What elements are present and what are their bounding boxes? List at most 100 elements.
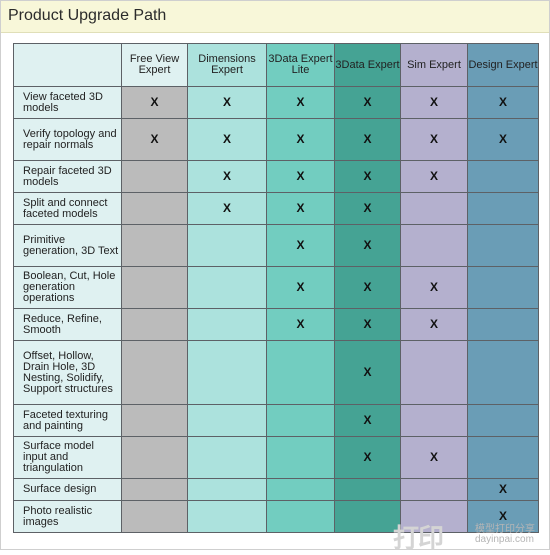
support-mark: X — [121, 86, 188, 119]
support-mark — [187, 340, 267, 405]
support-mark — [266, 340, 335, 405]
upgrade-path-table: Free View Expert Dimensions Expert 3Data… — [13, 43, 539, 533]
support-mark: X — [400, 118, 468, 161]
support-mark — [121, 308, 188, 341]
support-mark: X — [334, 340, 401, 405]
support-mark — [121, 404, 188, 437]
support-mark: X — [266, 86, 335, 119]
table-row: View faceted 3D models X X X X X X — [13, 86, 539, 119]
table-row: Split and connect faceted models X X X — [13, 192, 539, 225]
support-mark — [121, 340, 188, 405]
support-mark — [400, 478, 468, 501]
support-mark — [121, 192, 188, 225]
header-row: Free View Expert Dimensions Expert 3Data… — [13, 43, 539, 87]
support-mark: X — [187, 118, 267, 161]
support-mark — [467, 160, 539, 193]
column-header: Free View Expert — [121, 43, 188, 87]
support-mark — [187, 266, 267, 309]
support-mark — [266, 500, 335, 533]
feature-label: Surface model input and triangulation — [13, 436, 122, 479]
feature-label: Offset, Hollow, Drain Hole, 3D Nesting, … — [13, 340, 122, 405]
support-mark — [467, 436, 539, 479]
support-mark — [467, 224, 539, 267]
support-mark — [266, 404, 335, 437]
support-mark: X — [266, 192, 335, 225]
watermark-line2: dayinpai.com — [475, 534, 534, 545]
column-header: Dimensions Expert — [187, 43, 267, 87]
feature-label: Split and connect faceted models — [13, 192, 122, 225]
support-mark: X — [334, 436, 401, 479]
page-title: Product Upgrade Path — [8, 7, 167, 24]
support-mark: X — [400, 308, 468, 341]
feature-label: View faceted 3D models — [13, 86, 122, 119]
support-mark — [467, 192, 539, 225]
support-mark: X — [266, 308, 335, 341]
feature-label: Faceted texturing and painting — [13, 404, 122, 437]
support-mark: X — [266, 224, 335, 267]
support-mark: X — [334, 266, 401, 309]
feature-label: Photo realistic images — [13, 500, 122, 533]
support-mark: X — [187, 192, 267, 225]
support-mark — [400, 340, 468, 405]
feature-label: Verify topology and repair normals — [13, 118, 122, 161]
corner-cell — [13, 43, 122, 87]
support-mark: X — [334, 160, 401, 193]
support-mark — [266, 478, 335, 501]
column-header: Sim Expert — [400, 43, 468, 87]
table-row: Reduce, Refine, Smooth X X X — [13, 308, 539, 341]
feature-label: Repair faceted 3D models — [13, 160, 122, 193]
support-mark: X — [400, 436, 468, 479]
table-row: Photo realistic images X — [13, 500, 539, 533]
support-mark — [467, 308, 539, 341]
support-mark — [121, 266, 188, 309]
support-mark — [467, 340, 539, 405]
support-mark: X — [400, 160, 468, 193]
support-mark — [121, 160, 188, 193]
support-mark: X — [266, 118, 335, 161]
support-mark: X — [467, 500, 539, 533]
support-mark — [187, 224, 267, 267]
table-row: Boolean, Cut, Hole generation operations… — [13, 266, 539, 309]
support-mark: X — [334, 192, 401, 225]
support-mark: X — [187, 86, 267, 119]
support-mark — [400, 404, 468, 437]
table-row: Repair faceted 3D models X X X X — [13, 160, 539, 193]
support-mark — [187, 500, 267, 533]
support-mark: X — [467, 118, 539, 161]
support-mark — [121, 478, 188, 501]
support-mark — [187, 436, 267, 479]
support-mark: X — [400, 266, 468, 309]
support-mark — [334, 500, 401, 533]
support-mark — [187, 478, 267, 501]
header-bar: Product Upgrade Path — [1, 1, 549, 33]
watermark-big-text: 打印 — [393, 523, 444, 553]
support-mark: X — [334, 118, 401, 161]
support-mark — [400, 224, 468, 267]
watermark-line1: 模型打印分享 — [475, 524, 535, 535]
column-header: Design Expert — [467, 43, 539, 87]
feature-label: Reduce, Refine, Smooth — [13, 308, 122, 341]
feature-label: Surface design — [13, 478, 122, 501]
table-row: Primitive generation, 3D Text X X — [13, 224, 539, 267]
support-mark — [334, 478, 401, 501]
support-mark: X — [334, 86, 401, 119]
support-mark — [187, 404, 267, 437]
column-header: 3Data Expert — [334, 43, 401, 87]
support-mark — [400, 192, 468, 225]
support-mark — [121, 500, 188, 533]
support-mark: X — [121, 118, 188, 161]
table-row: Faceted texturing and painting X — [13, 404, 539, 437]
support-mark — [266, 436, 335, 479]
support-mark — [121, 436, 188, 479]
support-mark — [187, 308, 267, 341]
table-row: Surface design X — [13, 478, 539, 501]
column-header: 3Data Expert Lite — [266, 43, 335, 87]
watermark-logo: 打印 模型打印分享 dayinpai.com — [393, 518, 549, 553]
table-row: Surface model input and triangulation X X — [13, 436, 539, 479]
support-mark: X — [400, 86, 468, 119]
feature-label: Primitive generation, 3D Text — [13, 224, 122, 267]
support-mark: X — [467, 478, 539, 501]
support-mark — [467, 404, 539, 437]
support-mark: X — [334, 404, 401, 437]
